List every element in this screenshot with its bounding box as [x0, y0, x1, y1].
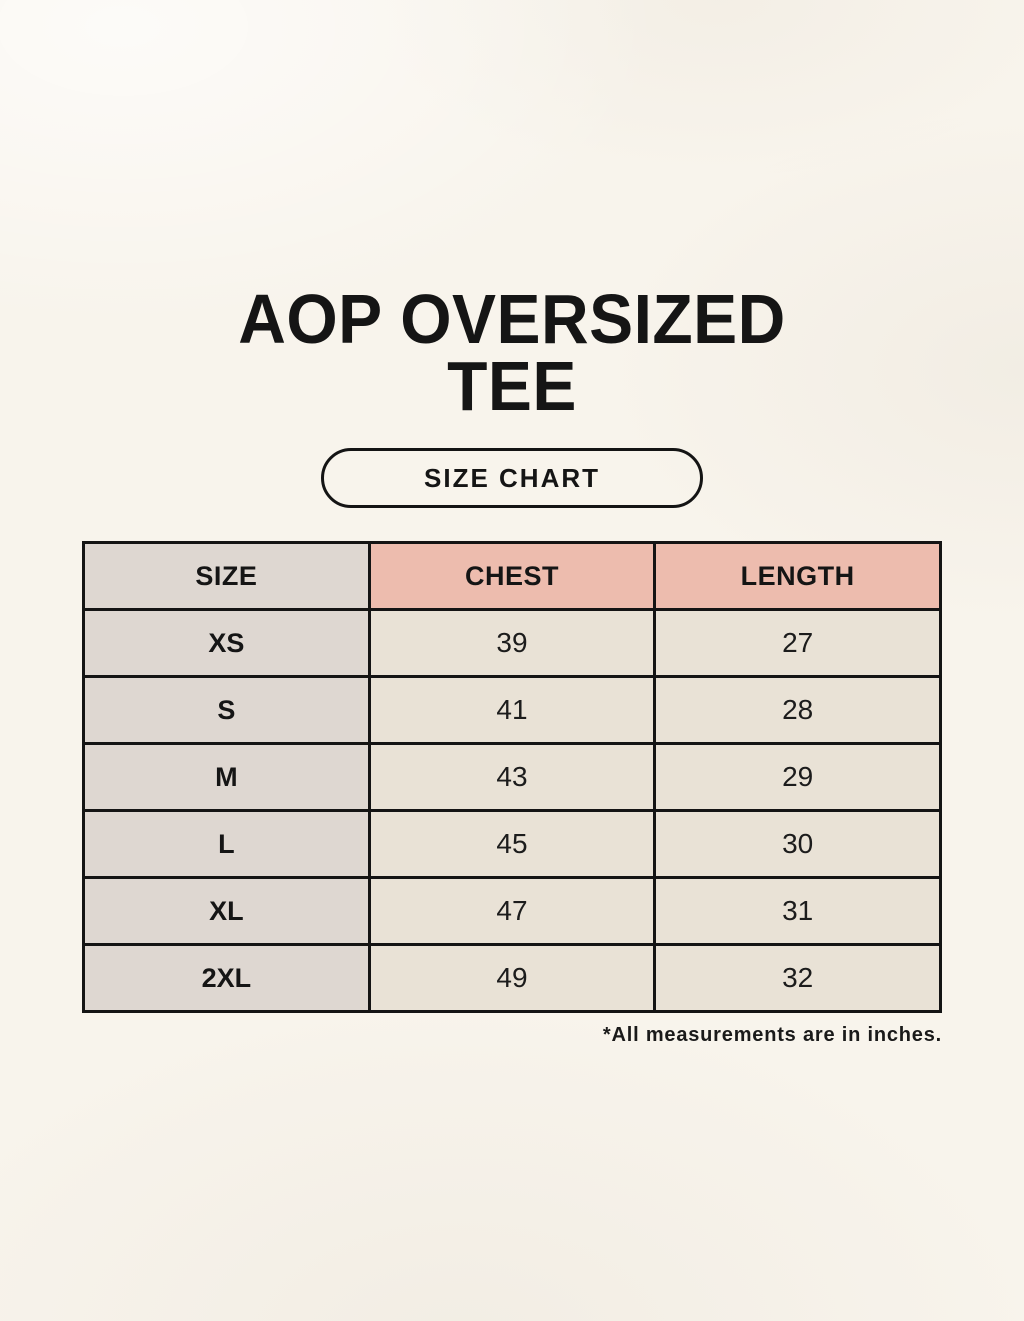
- length-value: 27: [653, 608, 942, 678]
- chest-value: 47: [367, 876, 657, 946]
- size-label: XS: [82, 608, 371, 678]
- footnote: *All measurements are in inches.: [602, 1024, 942, 1046]
- chest-value: 43: [367, 742, 657, 812]
- table-row-l: L 45 30: [82, 809, 942, 879]
- table-row-2xl: 2XL 49 32: [82, 943, 942, 1013]
- size-label: 2XL: [82, 943, 371, 1013]
- length-value: 29: [653, 742, 942, 812]
- chest-value: 39: [367, 608, 657, 678]
- column-header-length: LENGTH: [653, 541, 942, 611]
- column-header-chest: CHEST: [367, 541, 657, 611]
- page-title: AOP OVERSIZED TEE: [15, 0, 1008, 426]
- table-row-s: S 41 28: [82, 675, 942, 745]
- table-row-m: M 43 29: [82, 742, 942, 812]
- size-label: L: [82, 809, 371, 879]
- size-chart-badge: SIZE CHART: [321, 448, 703, 508]
- size-label: M: [82, 742, 371, 812]
- size-label: S: [82, 675, 371, 745]
- title-line-1: AOP OVERSIZED: [238, 280, 786, 359]
- length-value: 31: [653, 876, 942, 946]
- table-row-xl: XL 47 31: [82, 876, 942, 946]
- title-line-2: TEE: [447, 347, 577, 426]
- chest-value: 41: [367, 675, 657, 745]
- chest-value: 49: [367, 943, 657, 1013]
- chest-value: 45: [367, 809, 657, 879]
- length-value: 28: [653, 675, 942, 745]
- size-label: XL: [82, 876, 371, 946]
- table-row-xs: XS 39 27: [82, 608, 942, 678]
- table-header-row: SIZE CHEST LENGTH: [82, 541, 942, 611]
- length-value: 32: [653, 943, 942, 1013]
- length-value: 30: [653, 809, 942, 879]
- column-header-size: SIZE: [82, 541, 371, 611]
- size-table: SIZE CHEST LENGTH XS 39 27 S 41 28 M 43 …: [82, 541, 942, 1013]
